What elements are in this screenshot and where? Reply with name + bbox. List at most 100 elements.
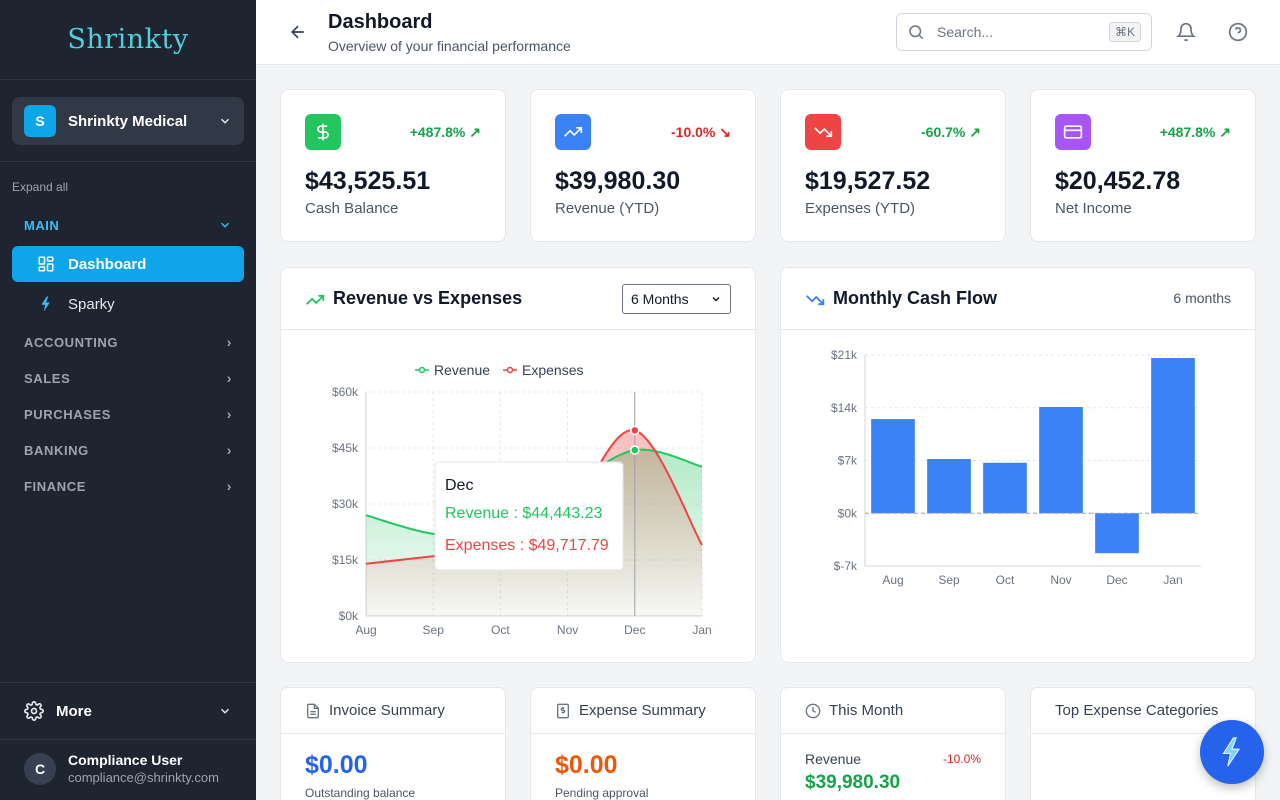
page-title: Dashboard xyxy=(328,11,433,33)
logo-text: Shrinkty xyxy=(67,24,189,55)
back-arrow-icon[interactable] xyxy=(288,22,308,42)
tooltip-box xyxy=(434,461,624,571)
clock-icon xyxy=(805,703,821,718)
bar-jan xyxy=(1151,358,1195,514)
card-title: This Month xyxy=(829,702,904,719)
x-tick-label: Sep xyxy=(938,573,960,587)
monthly-cash-flow-card: Monthly Cash Flow 6 months $-7k $0k $7k $14… xyxy=(780,267,1256,663)
org-badge: S xyxy=(24,105,56,137)
tooltip-expenses: Expenses : $49,717.79 xyxy=(445,537,609,554)
legend-marker-dot xyxy=(418,366,426,374)
help-icon[interactable] xyxy=(1228,22,1248,42)
card-header: Revenue vs Expenses 6 Months xyxy=(281,268,755,330)
kpi-value: $43,525.51 xyxy=(305,167,431,195)
x-tick-label: Sep xyxy=(423,623,445,637)
logo[interactable]: Shrinkty xyxy=(0,0,256,80)
sparky-assistant-button[interactable] xyxy=(1200,720,1264,784)
section-label: PURCHASES xyxy=(24,406,112,422)
expand-all-link[interactable]: Expand all xyxy=(12,180,69,194)
section-main[interactable]: MAIN xyxy=(24,218,232,233)
month-revenue-label: Revenue xyxy=(805,751,862,767)
nav-item-sparky[interactable]: Sparky xyxy=(12,286,244,322)
kpi-change: -10.0% ↘ xyxy=(671,124,731,141)
y-tick-label: $15k xyxy=(332,553,359,567)
x-tick-label: Jan xyxy=(1163,573,1182,587)
x-tick-label: Aug xyxy=(882,573,903,587)
chevron-down-icon xyxy=(220,222,230,228)
kpi-change-value: -10.0% xyxy=(671,124,716,140)
sidebar: Shrinkty S Shrinkty Medical Expand all M… xyxy=(0,0,256,800)
gear-icon xyxy=(24,701,44,721)
kpi-value: $39,980.30 xyxy=(555,167,681,195)
revenue-expenses-chart: $0k $15k $30k $45k $60k Aug Sep Oct Nov Dec Jan Rev… xyxy=(332,362,712,637)
y-tick-label: $30k xyxy=(332,497,359,511)
shortcut-badge: ⌘K xyxy=(1108,22,1141,42)
kpi-change: +487.8% ↗ xyxy=(1160,124,1231,141)
kpi-value: $19,527.52 xyxy=(805,167,931,195)
legend-label: Revenue xyxy=(434,362,490,378)
y-tick-label: $0k xyxy=(838,506,858,520)
org-switcher[interactable]: S Shrinkty Medical xyxy=(12,97,244,145)
kpi-change: -60.7% ↗ xyxy=(921,124,981,141)
section-accounting[interactable]: ACCOUNTING › xyxy=(24,334,232,350)
bar-sep xyxy=(927,458,971,514)
trending-up-icon xyxy=(555,114,591,150)
credit-card-icon xyxy=(1055,114,1091,150)
user-profile[interactable]: C Compliance User compliance@shrinkty.co… xyxy=(24,752,219,785)
bar-nov xyxy=(1039,406,1083,514)
bar-dec xyxy=(1095,513,1139,554)
dashboard-icon xyxy=(36,254,56,274)
divider xyxy=(0,161,256,162)
period-select[interactable]: 6 Months xyxy=(622,284,731,314)
chevron-right-icon: › xyxy=(226,406,232,422)
more-label: More xyxy=(56,702,92,720)
invoice-label: Outstanding balance xyxy=(305,786,416,800)
arrow-up-right-icon: ↗ xyxy=(1219,124,1231,140)
card-title: Expense Summary xyxy=(579,702,706,719)
kpi-card-expenses: -60.7% ↗ $19,527.52 Expenses (YTD) xyxy=(780,89,1006,242)
divider xyxy=(0,739,256,740)
period-label: 6 months xyxy=(1173,290,1231,306)
more-menu[interactable]: More xyxy=(24,698,232,724)
arrow-up-right-icon: ↗ xyxy=(969,124,981,140)
kpi-label: Cash Balance xyxy=(305,200,399,217)
kpi-card-net-income: +487.8% ↗ $20,452.78 Net Income xyxy=(1030,89,1256,242)
bell-icon[interactable] xyxy=(1176,22,1196,42)
sparky-icon xyxy=(36,294,56,314)
sparky-icon xyxy=(1222,737,1241,767)
search-input[interactable]: Search... ⌘K xyxy=(896,13,1152,51)
card-header: Expense Summary xyxy=(531,688,755,734)
kpi-change: +487.8% ↗ xyxy=(410,124,481,141)
invoice-summary-card: Invoice Summary $0.00 Outstanding balanc… xyxy=(280,687,506,800)
y-tick-label: $60k xyxy=(332,385,359,399)
invoice-balance: $0.00 xyxy=(305,751,368,779)
x-tick-label: Oct xyxy=(996,573,1015,587)
section-purchases[interactable]: PURCHASES › xyxy=(24,406,232,422)
active-point-revenue xyxy=(630,445,640,455)
user-email: compliance@shrinkty.com xyxy=(68,770,219,785)
section-banking[interactable]: BANKING › xyxy=(24,442,232,458)
search-placeholder: Search... xyxy=(937,24,994,40)
arrow-down-right-icon: ↘ xyxy=(719,124,731,140)
tooltip-revenue: Revenue : $44,443.23 xyxy=(445,505,603,522)
chevron-right-icon: › xyxy=(226,442,232,458)
x-tick-label: Aug xyxy=(355,623,376,637)
section-sales[interactable]: SALES › xyxy=(24,370,232,386)
x-tick-label: Oct xyxy=(491,623,510,637)
x-tick-label: Nov xyxy=(557,623,578,637)
card-header: Top Expense Categories xyxy=(1031,688,1255,734)
chevron-right-icon: › xyxy=(226,478,232,494)
y-tick-label: $7k xyxy=(838,454,858,468)
nav-item-dashboard[interactable]: Dashboard xyxy=(12,246,244,282)
x-tick-label: Nov xyxy=(1050,573,1071,587)
section-label: FINANCE xyxy=(24,478,86,494)
trending-down-icon xyxy=(805,114,841,150)
legend-marker-dot xyxy=(506,366,514,374)
chevron-down-icon xyxy=(712,296,720,302)
kpi-label: Expenses (YTD) xyxy=(805,200,916,217)
x-tick-label: Dec xyxy=(624,623,645,637)
y-tick-label: $21k xyxy=(831,348,858,362)
section-finance[interactable]: FINANCE › xyxy=(24,478,232,494)
kpi-value: $20,452.78 xyxy=(1055,167,1181,195)
tooltip-month: Dec xyxy=(445,477,473,494)
